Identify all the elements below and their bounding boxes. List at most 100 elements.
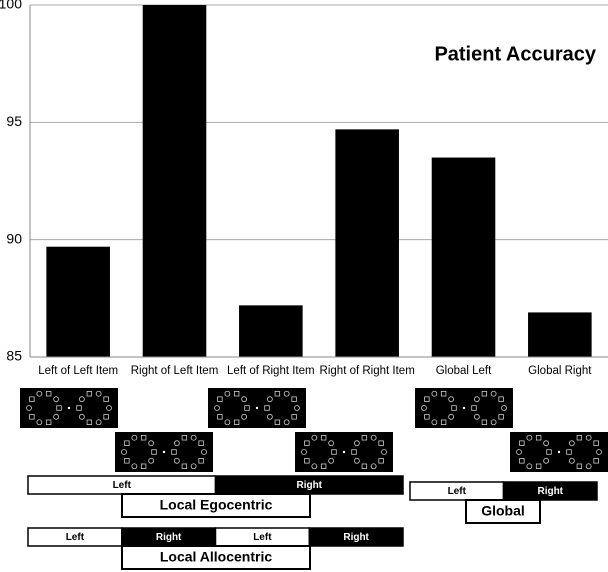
shape — [86, 391, 93, 397]
condition-segment-label: Left — [253, 532, 272, 543]
shape — [424, 414, 430, 420]
condition-segment-label: Left — [113, 480, 132, 491]
shape — [274, 419, 281, 425]
shape — [53, 396, 60, 403]
shape — [378, 440, 384, 446]
shape — [585, 434, 592, 441]
shape — [173, 457, 180, 464]
y-tick-label: 95 — [6, 113, 22, 129]
shape — [471, 405, 477, 411]
stimulus — [295, 432, 393, 472]
shape — [593, 440, 599, 446]
shape — [353, 457, 360, 464]
shape — [331, 449, 337, 455]
shape — [264, 405, 270, 411]
shape — [473, 413, 480, 420]
shape — [291, 396, 297, 402]
shape — [490, 419, 497, 426]
shape — [490, 390, 497, 397]
shape — [148, 457, 155, 464]
shape — [451, 405, 457, 411]
shape — [576, 435, 583, 441]
x-tick-label: Global Left — [436, 365, 492, 377]
shape — [78, 396, 85, 403]
shape — [361, 435, 368, 441]
x-tick-label: Left of Right Item — [227, 365, 315, 377]
shape — [124, 440, 130, 446]
shape — [370, 434, 377, 441]
shape — [320, 435, 327, 441]
shape — [106, 405, 112, 411]
shape — [103, 396, 109, 402]
shape — [353, 440, 360, 447]
y-tick-label: 85 — [6, 348, 22, 364]
shape — [431, 390, 438, 397]
condition-segment-label: Right — [296, 480, 322, 491]
shape — [217, 396, 223, 402]
shape — [596, 449, 602, 455]
shape — [45, 419, 52, 425]
shape — [311, 463, 318, 470]
shape — [320, 463, 327, 469]
shape — [95, 390, 102, 397]
shape — [224, 390, 231, 397]
shape — [421, 405, 427, 411]
condition-segment — [502, 481, 598, 501]
fixation — [462, 406, 466, 410]
x-tick-label: Right of Left Item — [131, 365, 219, 377]
condition-box — [465, 499, 541, 524]
shape — [181, 463, 188, 469]
y-tick-label: 100 — [0, 0, 22, 12]
shape — [448, 396, 455, 403]
condition-segment-label: Left — [448, 486, 467, 497]
shape — [516, 449, 522, 455]
shape — [519, 440, 525, 446]
shape — [103, 414, 109, 420]
shape — [76, 405, 82, 411]
shape — [498, 414, 504, 420]
y-tick-label: 90 — [6, 230, 22, 246]
shape — [543, 457, 550, 464]
shape — [328, 440, 335, 447]
shape — [53, 413, 60, 420]
shape — [576, 463, 583, 469]
shape — [585, 463, 592, 470]
fixation — [67, 406, 71, 410]
shape — [140, 463, 147, 469]
shape — [95, 419, 102, 426]
shape — [244, 405, 250, 411]
shape — [198, 458, 204, 464]
bar — [335, 129, 399, 357]
shape — [566, 449, 572, 455]
shape — [361, 463, 368, 469]
shape — [266, 413, 273, 420]
shape — [233, 391, 240, 397]
shape — [121, 449, 127, 455]
shape — [241, 413, 248, 420]
shape — [198, 440, 204, 446]
shape — [86, 419, 93, 425]
shape — [151, 449, 157, 455]
shape — [519, 458, 525, 464]
shape — [241, 396, 248, 403]
shape — [214, 405, 220, 411]
shape — [501, 405, 507, 411]
shape — [291, 414, 297, 420]
shape — [124, 458, 130, 464]
condition-label: Local Egocentric — [160, 497, 273, 513]
x-tick-label: Global Right — [528, 365, 592, 377]
shape — [131, 434, 138, 441]
shape — [568, 457, 575, 464]
shape — [140, 435, 147, 441]
shape — [173, 440, 180, 447]
shape — [36, 419, 43, 426]
bar — [46, 246, 110, 357]
shape — [224, 419, 231, 426]
shape — [351, 449, 357, 455]
shape — [498, 396, 504, 402]
shape — [190, 434, 197, 441]
chart-title: Patient Accuracy — [434, 43, 596, 65]
shape — [26, 405, 32, 411]
x-tick-label: Right of Right Item — [320, 365, 415, 377]
